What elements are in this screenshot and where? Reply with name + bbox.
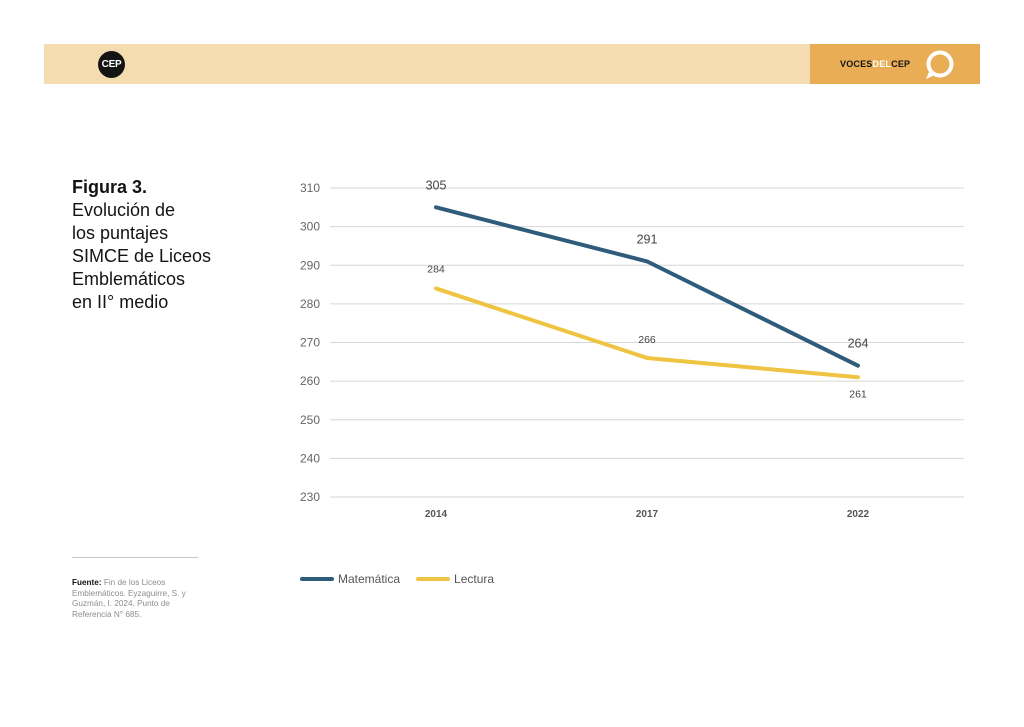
- source-note: Fuente: Fin de los Liceos Emblemáticos. …: [72, 578, 202, 620]
- voces-text: VOCES: [840, 59, 873, 69]
- legend-swatch-matematica: [300, 577, 334, 581]
- line-chart: 230 240 250 260 270 280 290 300 310 2014 2017 2022 3…: [300, 178, 964, 520]
- divider: [72, 557, 198, 558]
- source-text: Fin de los Liceos Emblemáticos. Eyzaguir…: [72, 578, 186, 619]
- chart-legend: Matemática Lectura: [300, 572, 494, 586]
- legend-item-matematica: Matemática: [300, 572, 400, 586]
- legend-label-lectura: Lectura: [454, 572, 495, 586]
- data-label: 261: [849, 388, 867, 400]
- data-label: 284: [427, 263, 445, 275]
- y-tick-label: 280: [300, 297, 320, 311]
- legend-item-lectura: Lectura: [416, 572, 494, 586]
- y-tick-label: 270: [300, 336, 320, 350]
- legend-label-matematica: Matemática: [338, 572, 401, 586]
- data-label: 266: [638, 334, 656, 346]
- data-label: 264: [848, 337, 869, 351]
- figure-number: Figura 3.: [72, 177, 148, 197]
- voces-del-cep-logo: VOCESDELCEP: [840, 59, 910, 69]
- y-tick-label: 310: [300, 181, 320, 195]
- y-tick-label: 300: [300, 220, 320, 234]
- x-tick-label: 2017: [636, 509, 659, 520]
- cep-logo: CEP: [98, 51, 125, 78]
- y-tick-label: 250: [300, 413, 320, 427]
- y-tick-label: 260: [300, 374, 320, 388]
- source-label: Fuente:: [72, 578, 102, 587]
- y-tick-label: 230: [300, 490, 320, 504]
- data-label: 305: [426, 178, 447, 192]
- series-line-lectura: [434, 286, 860, 380]
- series-line-matematica: [434, 205, 860, 368]
- figure-caption: Figura 3. Evolución de los puntajes SIMC…: [72, 176, 262, 314]
- del-text: DEL: [872, 59, 892, 69]
- x-tick-label: 2014: [425, 509, 448, 520]
- speech-bubble-icon: [926, 50, 954, 79]
- data-label: 291: [637, 232, 658, 246]
- header-band: [44, 44, 810, 84]
- figure-title: Evolución de los puntajes SIMCE de Liceo…: [72, 200, 212, 312]
- legend-swatch-lectura: [416, 577, 451, 581]
- y-tick-label: 240: [300, 451, 320, 465]
- cep-text: CEP: [891, 59, 911, 69]
- x-tick-label: 2022: [847, 509, 870, 520]
- y-tick-label: 290: [300, 258, 320, 272]
